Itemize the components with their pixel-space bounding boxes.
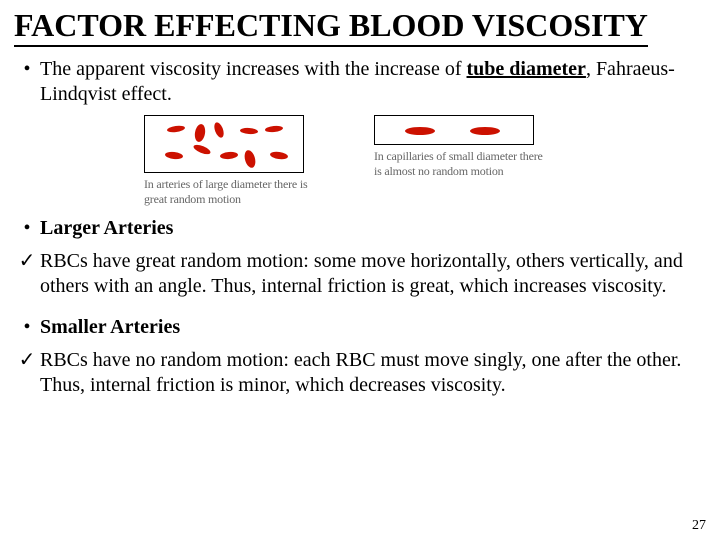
intro-pre: The apparent viscosity increases with th… (40, 58, 467, 80)
intro-bullet: • The apparent viscosity increases with … (14, 57, 706, 107)
figure-left-caption: In arteries of large diameter there is g… (144, 177, 314, 206)
smaller-text: RBCs have no random motion: each RBC mus… (40, 348, 706, 398)
rbc-cell (243, 149, 257, 169)
smaller-heading-row: • Smaller Arteries (14, 315, 706, 340)
page-number: 27 (692, 518, 706, 534)
rbc-cell (405, 127, 435, 135)
bullet-marker: • (14, 57, 40, 107)
rbc-cell (213, 121, 226, 139)
bullet-marker: • (14, 216, 40, 241)
check-marker: ✓ (14, 249, 40, 299)
bullet-marker: • (14, 315, 40, 340)
intro-text: The apparent viscosity increases with th… (40, 57, 706, 107)
page-title: FACTOR EFFECTING BLOOD VISCOSITY (14, 8, 648, 47)
rbc-cell (470, 127, 500, 135)
larger-text: RBCs have great random motion: some move… (40, 249, 706, 299)
rbc-cell (192, 143, 211, 156)
larger-text-row: ✓ RBCs have great random motion: some mo… (14, 249, 706, 299)
smaller-text-row: ✓ RBCs have no random motion: each RBC m… (14, 348, 706, 398)
rbc-cell (165, 151, 184, 160)
spacer (14, 307, 706, 315)
larger-heading: Larger Arteries (40, 216, 706, 241)
figure-area: In arteries of large diameter there is g… (144, 115, 706, 206)
rbc-cell (167, 125, 186, 133)
figure-right-caption: In capillaries of small diameter there i… (374, 149, 544, 178)
figure-left-box (144, 115, 304, 173)
rbc-cell (240, 128, 258, 135)
figure-right-column: In capillaries of small diameter there i… (374, 115, 544, 206)
figure-left-column: In arteries of large diameter there is g… (144, 115, 314, 206)
intro-emph: tube diameter (467, 58, 586, 80)
larger-heading-row: • Larger Arteries (14, 216, 706, 241)
smaller-heading: Smaller Arteries (40, 315, 706, 340)
check-marker: ✓ (14, 348, 40, 398)
rbc-cell (265, 125, 284, 133)
rbc-cell (194, 123, 207, 142)
rbc-cell (220, 151, 239, 160)
figure-right-box (374, 115, 534, 145)
rbc-cell (270, 151, 289, 160)
